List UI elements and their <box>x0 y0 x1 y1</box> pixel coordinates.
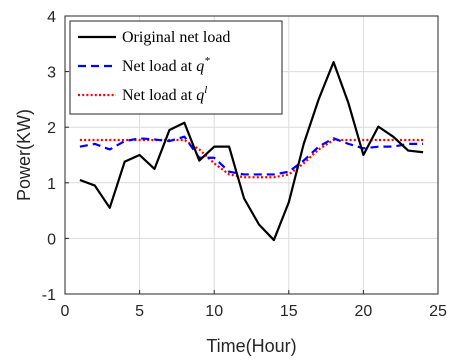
y-axis-label: Power(KW) <box>14 109 34 201</box>
x-tick-label: 20 <box>355 303 373 320</box>
y-tick-label: 3 <box>47 65 56 82</box>
legend: Original net load Net load at q* Net load … <box>69 20 283 115</box>
x-tick-label: 15 <box>280 303 298 320</box>
series-line <box>79 61 424 242</box>
plot-area-frame <box>64 15 439 295</box>
y-tick-label: -1 <box>42 287 56 304</box>
x-axis-label: Time(Hour) <box>206 336 296 356</box>
legend-label: Net load at q* <box>122 55 210 75</box>
x-tick-label: 25 <box>429 303 447 320</box>
axis-ticks: 0 5 10 15 20 25 -1 0 1 2 3 4 <box>42 9 447 320</box>
legend-label: Net load at ql <box>122 84 207 104</box>
y-tick-label: 2 <box>47 120 56 137</box>
x-tick-label: 5 <box>135 303 144 320</box>
series-line <box>79 135 424 176</box>
legend-label: Original net load <box>122 29 230 46</box>
y-tick-label: 4 <box>47 9 56 26</box>
y-tick-label: 0 <box>47 231 56 248</box>
series-lines <box>79 61 424 242</box>
y-tick-label: 1 <box>47 176 56 193</box>
x-tick-label: 0 <box>61 303 70 320</box>
x-tick-label: 10 <box>205 303 223 320</box>
